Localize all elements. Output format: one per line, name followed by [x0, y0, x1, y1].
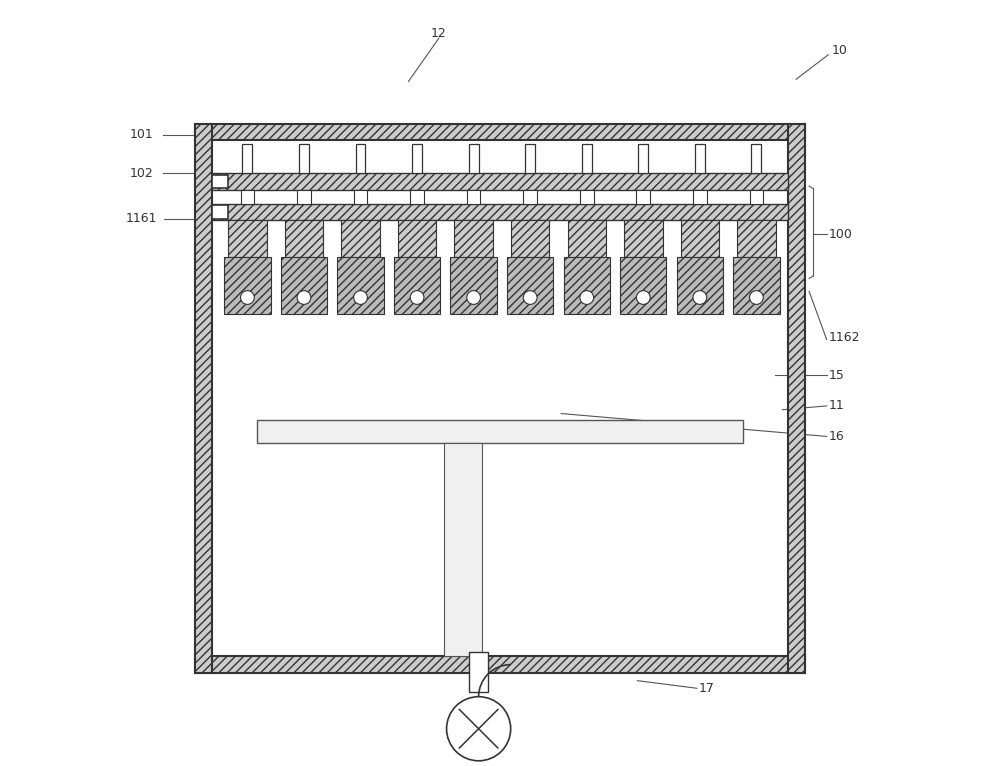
Bar	[195, 123, 805, 140]
Bar	[454, 221, 493, 257]
Text: 12: 12	[431, 27, 447, 40]
Bar	[507, 257, 553, 314]
Text: 1162: 1162	[828, 331, 860, 344]
Bar	[257, 420, 743, 443]
Bar	[299, 144, 309, 173]
Bar	[356, 144, 365, 173]
Bar	[467, 190, 480, 204]
Bar	[228, 221, 267, 257]
Bar	[241, 190, 254, 204]
Text: 1161: 1161	[126, 212, 158, 225]
Bar	[469, 653, 488, 692]
Bar	[750, 190, 763, 204]
Bar	[341, 221, 380, 257]
Circle shape	[467, 290, 480, 304]
Bar	[695, 144, 705, 173]
Bar	[337, 257, 384, 314]
Bar	[751, 144, 761, 173]
Bar	[733, 257, 780, 314]
Bar	[582, 144, 592, 173]
Bar	[212, 140, 788, 656]
Bar	[564, 257, 610, 314]
Bar	[224, 257, 271, 314]
Bar	[788, 123, 805, 673]
Text: 16: 16	[828, 430, 844, 443]
Circle shape	[523, 290, 537, 304]
Bar	[624, 221, 663, 257]
Bar	[444, 443, 482, 656]
Bar	[354, 190, 367, 204]
Bar	[677, 257, 723, 314]
Text: 11: 11	[828, 399, 844, 412]
Circle shape	[410, 290, 424, 304]
Bar	[285, 221, 323, 257]
Circle shape	[354, 290, 367, 304]
Bar	[410, 190, 424, 204]
Bar	[212, 204, 788, 221]
Text: 10: 10	[832, 44, 848, 57]
Circle shape	[693, 290, 707, 304]
Bar	[450, 257, 497, 314]
Bar	[212, 205, 228, 219]
Text: 17: 17	[698, 682, 714, 695]
Bar	[212, 175, 228, 188]
Bar	[620, 257, 666, 314]
Bar	[636, 190, 650, 204]
Bar	[523, 190, 537, 204]
Bar	[398, 221, 436, 257]
Bar	[525, 144, 535, 173]
Text: 102: 102	[130, 167, 154, 179]
Bar	[568, 221, 606, 257]
Bar	[580, 190, 594, 204]
Text: 15: 15	[828, 369, 844, 382]
Bar	[511, 221, 549, 257]
Bar	[681, 221, 719, 257]
Bar	[737, 221, 776, 257]
Bar	[638, 144, 648, 173]
Text: 100: 100	[828, 228, 852, 241]
Bar	[297, 190, 311, 204]
Bar	[195, 656, 805, 673]
Bar	[412, 144, 422, 173]
Text: 101: 101	[130, 129, 154, 142]
Circle shape	[241, 290, 254, 304]
Bar	[469, 144, 479, 173]
Bar	[242, 144, 252, 173]
Circle shape	[750, 290, 763, 304]
Circle shape	[636, 290, 650, 304]
Circle shape	[580, 290, 594, 304]
Circle shape	[447, 697, 511, 761]
Bar	[195, 123, 212, 673]
Bar	[281, 257, 327, 314]
Circle shape	[297, 290, 311, 304]
Bar	[693, 190, 707, 204]
Bar	[212, 173, 788, 190]
Bar	[394, 257, 440, 314]
